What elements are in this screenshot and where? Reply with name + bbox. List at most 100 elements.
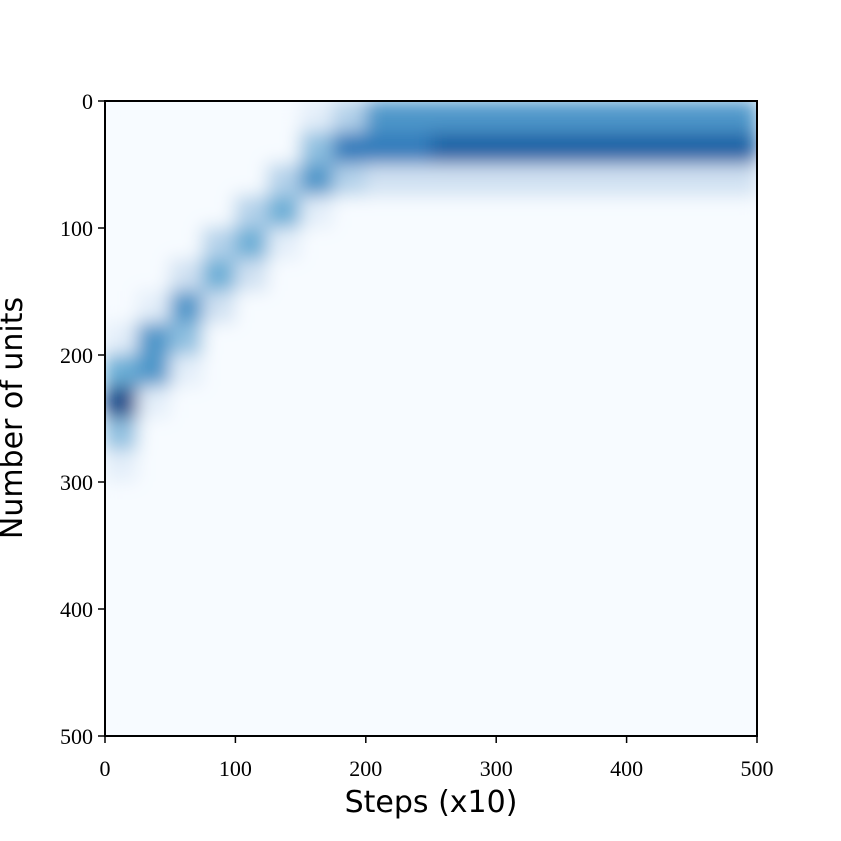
heatmap-cell	[300, 227, 334, 261]
heatmap-cell	[560, 227, 595, 261]
heatmap-cell	[626, 576, 660, 610]
heatmap-cell	[234, 481, 269, 515]
heatmap-cell	[202, 418, 236, 451]
heatmap-cell	[300, 481, 334, 515]
heatmap-cell	[202, 640, 236, 673]
heatmap-cell	[430, 195, 465, 229]
heatmap-cell	[300, 259, 334, 292]
heatmap-cell	[495, 449, 530, 483]
heatmap-cell	[691, 608, 725, 642]
heatmap-cell	[626, 259, 660, 292]
heatmap-cell	[365, 322, 399, 356]
heatmap-cell	[397, 101, 432, 134]
heatmap-cell	[169, 481, 204, 515]
heatmap-cell	[658, 195, 693, 229]
heatmap-cell	[234, 576, 269, 610]
heatmap-cell	[169, 703, 204, 736]
heatmap-cell	[723, 322, 757, 356]
heatmap-cell	[105, 195, 139, 229]
heatmap-cell	[626, 513, 660, 546]
heatmap-cell	[463, 449, 497, 483]
heatmap-cell	[234, 195, 269, 229]
heatmap-cell	[560, 259, 595, 292]
heatmap-cell	[267, 354, 302, 388]
heatmap-cell	[397, 291, 432, 324]
heatmap-cell	[267, 513, 302, 546]
heatmap-cell	[430, 640, 465, 673]
heatmap-cell	[495, 291, 530, 324]
heatmap-cell	[593, 481, 628, 515]
heatmap-cell	[105, 418, 139, 451]
heatmap-cell	[626, 322, 660, 356]
heatmap-cell	[626, 481, 660, 515]
heatmap-cell	[495, 481, 530, 515]
heatmap-cell	[430, 418, 465, 451]
heatmap-cell	[463, 576, 497, 610]
heatmap-cell	[300, 354, 334, 388]
heatmap-cell	[267, 322, 302, 356]
heatmap-cell	[365, 132, 399, 165]
heatmap-cell	[267, 672, 302, 705]
heatmap-cell	[528, 608, 562, 642]
heatmap-cell	[267, 418, 302, 451]
heatmap-cell	[495, 227, 530, 261]
heatmap-cell	[105, 101, 139, 134]
heatmap-cell	[267, 227, 302, 261]
heatmap-cell	[593, 449, 628, 483]
heatmap-cell	[365, 164, 399, 197]
heatmap-cell	[691, 354, 725, 388]
heatmap-cell	[528, 672, 562, 705]
heatmap-cell	[234, 101, 269, 134]
heatmap-cell	[430, 291, 465, 324]
heatmap-cell	[202, 608, 236, 642]
heatmap-cell	[202, 164, 236, 197]
heatmap-cell	[658, 672, 693, 705]
heatmap-cell	[397, 227, 432, 261]
heatmap-cell	[105, 322, 139, 356]
heatmap-cell	[495, 195, 530, 229]
heatmap-cell	[300, 322, 334, 356]
heatmap	[105, 101, 757, 736]
heatmap-cell	[463, 608, 497, 642]
heatmap-cell	[495, 672, 530, 705]
heatmap-cell	[658, 608, 693, 642]
heatmap-cell	[528, 418, 562, 451]
heatmap-cell	[202, 386, 236, 419]
heatmap-cell	[332, 481, 367, 515]
heatmap-cell	[593, 101, 628, 134]
heatmap-cell	[658, 164, 693, 197]
heatmap-cell	[137, 259, 171, 292]
heatmap-cell	[397, 354, 432, 388]
heatmap-cell	[267, 291, 302, 324]
heatmap-cell	[626, 386, 660, 419]
heatmap-cell	[495, 640, 530, 673]
heatmap-cell	[658, 640, 693, 673]
heatmap-cell	[593, 354, 628, 388]
heatmap-cell	[658, 545, 693, 578]
heatmap-cell	[463, 386, 497, 419]
heatmap-cell	[430, 164, 465, 197]
heatmap-cell	[397, 481, 432, 515]
heatmap-cell	[169, 672, 204, 705]
heatmap-cell	[365, 227, 399, 261]
heatmap-cell	[593, 195, 628, 229]
heatmap-cell	[463, 132, 497, 165]
heatmap-cell	[137, 322, 171, 356]
heatmap-cell	[267, 101, 302, 134]
heatmap-cell	[560, 608, 595, 642]
heatmap-cell	[593, 259, 628, 292]
heatmap-cell	[234, 513, 269, 546]
heatmap-cell	[463, 672, 497, 705]
heatmap-cell	[593, 703, 628, 736]
heatmap-cell	[332, 576, 367, 610]
heatmap-cell	[691, 386, 725, 419]
heatmap-cell	[560, 195, 595, 229]
heatmap-cell	[397, 132, 432, 165]
heatmap-cell	[626, 291, 660, 324]
x-tick-label: 500	[741, 756, 774, 781]
heatmap-cell	[658, 291, 693, 324]
heatmap-cell	[234, 132, 269, 165]
heatmap-cell	[202, 101, 236, 134]
heatmap-cell	[593, 164, 628, 197]
heatmap-cell	[267, 703, 302, 736]
